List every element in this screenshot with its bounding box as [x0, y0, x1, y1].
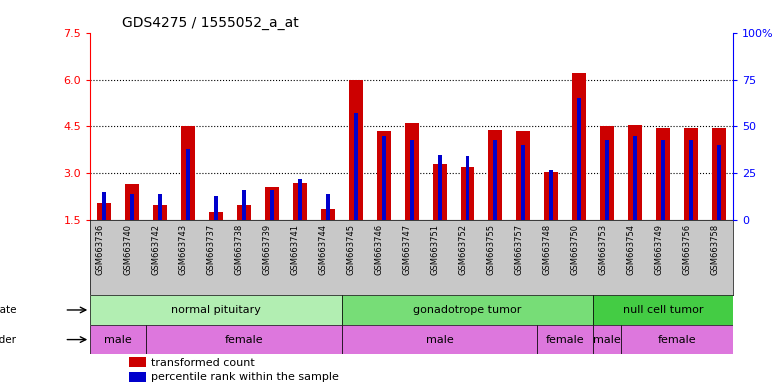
Bar	[661, 139, 665, 220]
Text: GSM663738: GSM663738	[235, 224, 244, 275]
Bar	[153, 205, 167, 220]
Text: GSM663754: GSM663754	[626, 224, 635, 275]
Bar	[684, 128, 698, 220]
Bar	[342, 295, 593, 325]
Bar	[712, 128, 726, 220]
Bar	[376, 131, 390, 220]
Bar	[181, 126, 195, 220]
Bar	[488, 129, 503, 220]
Bar	[493, 139, 497, 220]
Bar	[129, 372, 146, 382]
Text: GSM663756: GSM663756	[682, 224, 691, 275]
Bar	[209, 212, 223, 220]
Bar	[717, 145, 721, 220]
Bar	[130, 194, 134, 220]
Bar	[298, 179, 302, 220]
Text: GSM663737: GSM663737	[207, 224, 216, 275]
Bar	[572, 73, 586, 220]
Text: GSM663742: GSM663742	[151, 224, 160, 275]
Bar	[292, 183, 307, 220]
Bar	[158, 194, 162, 220]
Text: transformed count: transformed count	[151, 358, 255, 368]
Text: GSM663744: GSM663744	[319, 224, 328, 275]
Text: male: male	[593, 334, 621, 344]
Bar	[214, 196, 218, 220]
Bar	[628, 125, 642, 220]
Text: GSM663750: GSM663750	[570, 224, 579, 275]
Text: GSM663748: GSM663748	[543, 224, 551, 275]
Text: normal pituitary: normal pituitary	[171, 305, 261, 315]
Text: GSM663740: GSM663740	[123, 224, 132, 275]
Text: male: male	[104, 334, 132, 344]
Text: gender: gender	[0, 334, 16, 344]
Bar	[544, 172, 558, 220]
Bar	[521, 145, 525, 220]
Bar	[437, 154, 441, 220]
Text: GSM663755: GSM663755	[486, 224, 495, 275]
Bar	[466, 156, 470, 220]
Text: GSM663747: GSM663747	[403, 224, 412, 275]
Bar	[97, 203, 111, 220]
Bar	[689, 139, 693, 220]
Text: GSM663751: GSM663751	[430, 224, 440, 275]
Bar	[517, 131, 531, 220]
Bar	[265, 187, 279, 220]
Bar	[354, 113, 358, 220]
Text: GSM663746: GSM663746	[375, 224, 383, 275]
Bar	[125, 184, 139, 220]
Text: GSM663752: GSM663752	[459, 224, 467, 275]
Bar	[186, 149, 190, 220]
Bar	[621, 325, 733, 354]
Text: GSM663739: GSM663739	[263, 224, 272, 275]
Text: GSM663757: GSM663757	[514, 224, 524, 275]
Text: GSM663745: GSM663745	[347, 224, 356, 275]
Bar	[326, 194, 330, 220]
Bar	[405, 123, 419, 220]
Text: GSM663736: GSM663736	[95, 224, 104, 275]
Bar	[270, 190, 274, 220]
Bar	[237, 205, 251, 220]
Text: female: female	[658, 334, 696, 344]
Text: female: female	[546, 334, 585, 344]
Bar	[537, 325, 593, 354]
Bar	[129, 358, 146, 367]
Bar	[633, 136, 637, 220]
Bar	[342, 325, 537, 354]
Bar	[550, 169, 554, 220]
Text: female: female	[224, 334, 263, 344]
Text: GSM663753: GSM663753	[598, 224, 608, 275]
Bar	[146, 325, 342, 354]
Bar	[410, 139, 413, 220]
Bar	[349, 79, 363, 220]
Text: null cell tumor: null cell tumor	[623, 305, 703, 315]
Bar	[577, 98, 581, 220]
Text: gonadotrope tumor: gonadotrope tumor	[413, 305, 521, 315]
Text: GSM663758: GSM663758	[710, 224, 719, 275]
Bar	[605, 139, 609, 220]
Bar	[90, 295, 342, 325]
Text: male: male	[426, 334, 453, 344]
Bar	[460, 167, 474, 220]
Bar	[593, 325, 621, 354]
Bar	[102, 192, 106, 220]
Bar	[90, 325, 146, 354]
Bar	[242, 190, 246, 220]
Text: percentile rank within the sample: percentile rank within the sample	[151, 372, 339, 382]
Text: GDS4275 / 1555052_a_at: GDS4275 / 1555052_a_at	[122, 16, 299, 30]
Text: GSM663743: GSM663743	[179, 224, 188, 275]
Text: GSM663741: GSM663741	[291, 224, 299, 275]
Bar	[433, 164, 447, 220]
Bar	[382, 136, 386, 220]
Bar	[601, 126, 614, 220]
Bar	[593, 295, 733, 325]
Text: GSM663749: GSM663749	[654, 224, 663, 275]
Bar	[321, 209, 335, 220]
Text: disease state: disease state	[0, 305, 16, 315]
Bar	[656, 128, 670, 220]
